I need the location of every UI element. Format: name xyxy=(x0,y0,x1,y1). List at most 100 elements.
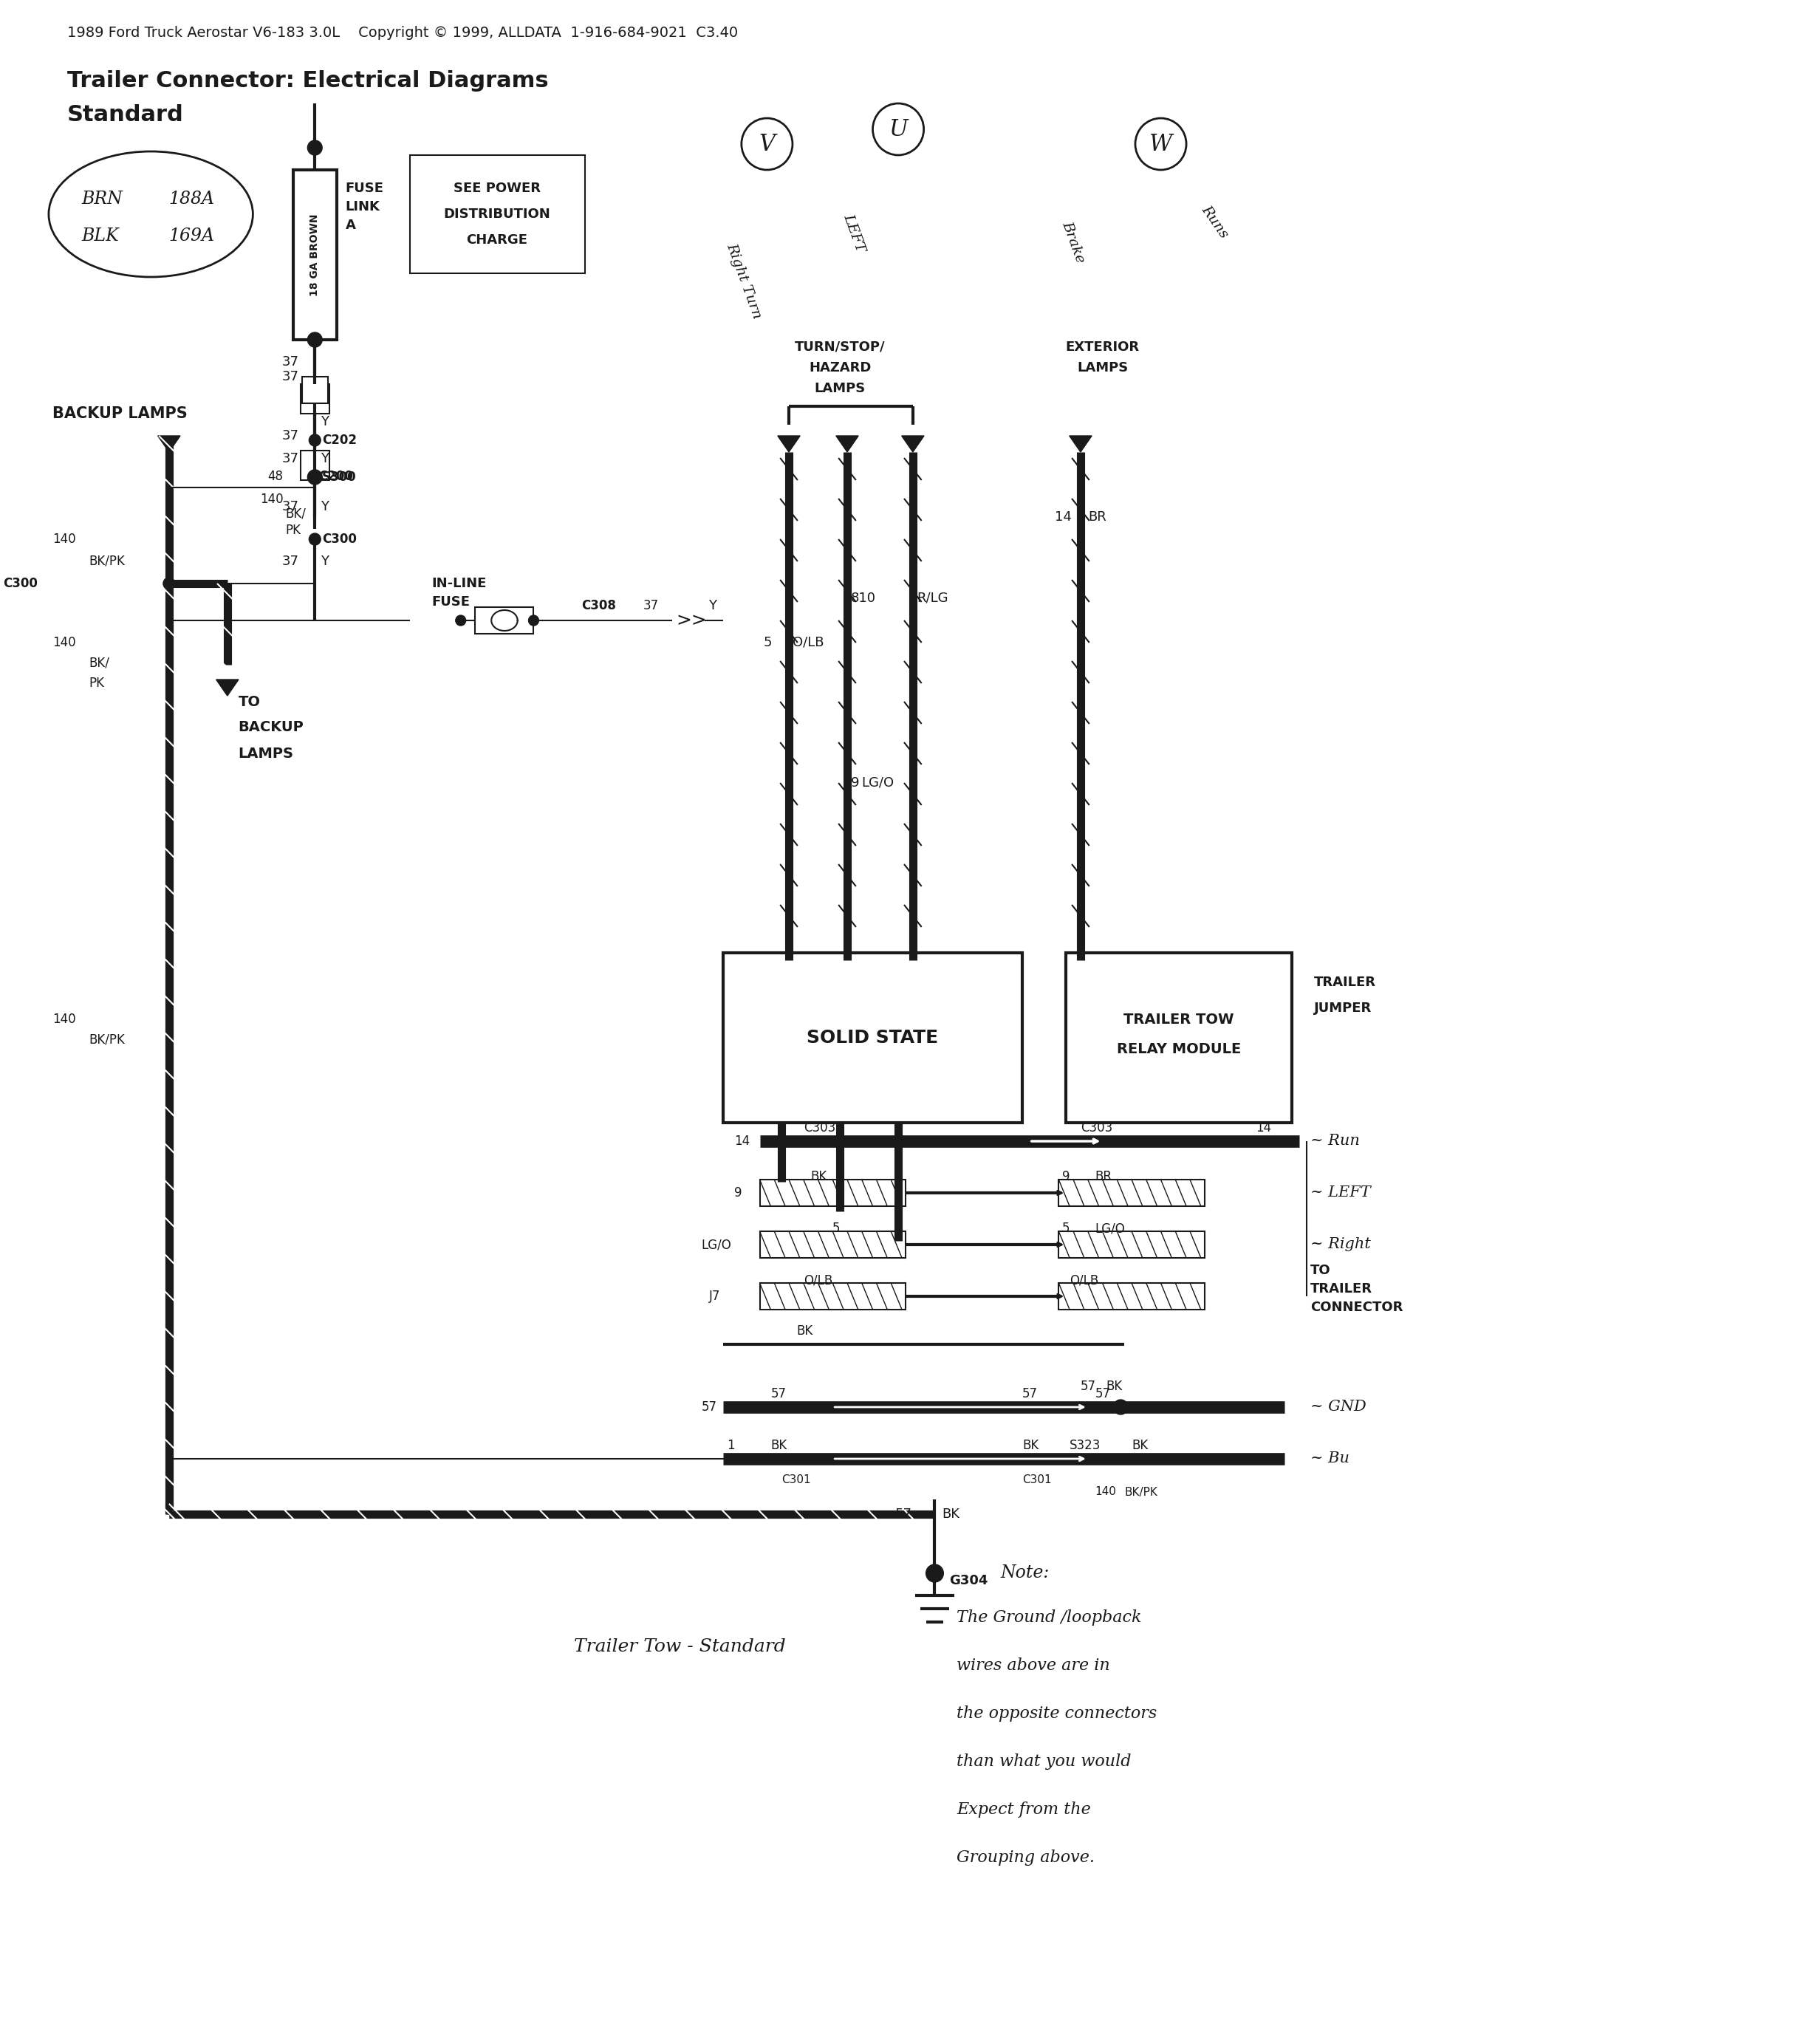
Text: 57: 57 xyxy=(1096,1388,1110,1400)
Text: Y: Y xyxy=(320,499,329,513)
Text: BK: BK xyxy=(770,1439,786,1453)
Text: O/LB: O/LB xyxy=(803,1274,832,1286)
Text: S323: S323 xyxy=(1070,1439,1101,1453)
Text: J7: J7 xyxy=(708,1290,721,1303)
Text: Note:: Note: xyxy=(1001,1564,1050,1583)
Text: 140: 140 xyxy=(53,635,76,649)
Text: C300: C300 xyxy=(4,576,38,590)
Text: 140: 140 xyxy=(53,1012,76,1027)
Text: PK: PK xyxy=(286,523,300,538)
Text: CONNECTOR: CONNECTOR xyxy=(1310,1301,1403,1315)
Text: BK: BK xyxy=(1132,1439,1148,1453)
Text: LG/O: LG/O xyxy=(863,777,894,789)
Text: 5: 5 xyxy=(1063,1221,1070,1236)
Text: EXTERIOR: EXTERIOR xyxy=(1065,341,1139,353)
Text: 57: 57 xyxy=(701,1400,717,1414)
Text: BK: BK xyxy=(795,1325,812,1337)
Text: 9: 9 xyxy=(1063,1171,1070,1183)
Text: CHARGE: CHARGE xyxy=(466,233,528,248)
Bar xyxy=(410,154,584,274)
Text: Y: Y xyxy=(708,599,717,613)
Text: DISTRIBUTION: DISTRIBUTION xyxy=(444,207,551,221)
Text: 14: 14 xyxy=(1256,1122,1270,1134)
Text: LG/O: LG/O xyxy=(701,1238,732,1252)
Text: Expect from the: Expect from the xyxy=(957,1802,1090,1818)
Text: 140: 140 xyxy=(1096,1487,1116,1497)
Text: A: A xyxy=(346,219,355,231)
Text: ~ GND: ~ GND xyxy=(1310,1400,1367,1414)
Circle shape xyxy=(309,434,320,446)
Bar xyxy=(759,1179,906,1205)
Text: R/LG: R/LG xyxy=(917,592,948,605)
Text: TO: TO xyxy=(238,694,260,708)
Text: Runs: Runs xyxy=(1199,203,1230,241)
Text: LEFT: LEFT xyxy=(841,211,866,254)
Circle shape xyxy=(308,140,322,154)
Bar xyxy=(1059,1282,1205,1309)
Text: SEE POWER: SEE POWER xyxy=(453,183,541,195)
Text: TURN/STOP/: TURN/STOP/ xyxy=(795,341,885,353)
Text: FUSE: FUSE xyxy=(346,183,384,195)
Text: 48: 48 xyxy=(268,471,282,483)
Text: BLK: BLK xyxy=(82,227,118,246)
Text: FUSE: FUSE xyxy=(431,594,470,609)
Text: Y: Y xyxy=(320,554,329,568)
Circle shape xyxy=(1114,1400,1128,1414)
Text: 37: 37 xyxy=(282,430,298,442)
Text: Grouping above.: Grouping above. xyxy=(957,1850,1094,1867)
Text: LINK: LINK xyxy=(346,201,380,213)
Circle shape xyxy=(308,333,322,347)
Bar xyxy=(759,1282,906,1309)
Bar xyxy=(293,170,337,339)
Text: ~ Bu: ~ Bu xyxy=(1310,1453,1349,1465)
Text: BK/: BK/ xyxy=(89,657,109,670)
Text: TRAILER: TRAILER xyxy=(1310,1282,1372,1297)
Text: 9: 9 xyxy=(733,1187,743,1199)
Text: C300: C300 xyxy=(322,532,357,546)
Text: LG/O: LG/O xyxy=(1096,1221,1125,1236)
Text: Y: Y xyxy=(320,452,329,465)
Text: 57: 57 xyxy=(1023,1388,1037,1400)
Text: Right Turn: Right Turn xyxy=(724,241,764,321)
Text: V: V xyxy=(759,132,775,156)
Text: 37: 37 xyxy=(282,452,298,465)
Text: 5: 5 xyxy=(763,635,772,649)
Text: BR: BR xyxy=(1088,511,1107,523)
Text: BR: BR xyxy=(1096,1171,1112,1183)
Text: BRN: BRN xyxy=(82,191,122,207)
Text: 9: 9 xyxy=(852,777,859,789)
Polygon shape xyxy=(777,436,801,452)
Polygon shape xyxy=(1070,436,1092,452)
Text: ~ Right: ~ Right xyxy=(1310,1238,1370,1252)
Text: O/LB: O/LB xyxy=(792,635,824,649)
Bar xyxy=(475,607,533,633)
Bar xyxy=(723,954,1023,1122)
Text: BK/PK: BK/PK xyxy=(89,554,126,568)
Text: 18 GA BROWN: 18 GA BROWN xyxy=(309,213,320,296)
Text: G304: G304 xyxy=(950,1575,988,1587)
Text: LAMPS: LAMPS xyxy=(238,747,293,761)
Circle shape xyxy=(308,471,322,485)
Bar xyxy=(300,450,329,481)
Text: 14: 14 xyxy=(733,1134,750,1148)
Text: JUMPER: JUMPER xyxy=(1314,1002,1372,1014)
Text: wires above are in: wires above are in xyxy=(957,1658,1110,1674)
Text: HAZARD: HAZARD xyxy=(808,361,872,375)
Text: 37: 37 xyxy=(282,499,298,513)
Polygon shape xyxy=(217,680,238,696)
Bar xyxy=(300,383,329,414)
Polygon shape xyxy=(158,436,180,452)
Text: C200: C200 xyxy=(318,471,353,483)
Text: Y: Y xyxy=(320,416,329,428)
Text: 140: 140 xyxy=(53,532,76,546)
Text: 57: 57 xyxy=(770,1388,786,1400)
Text: 810: 810 xyxy=(852,592,875,605)
Text: C202: C202 xyxy=(322,434,357,446)
Text: U: U xyxy=(888,118,908,140)
Text: 169A: 169A xyxy=(169,227,215,246)
Bar xyxy=(1059,1232,1205,1258)
Bar xyxy=(759,1232,906,1258)
Text: 1989 Ford Truck Aerostar V6-183 3.0L    Copyright © 1999, ALLDATA  1-916-684-902: 1989 Ford Truck Aerostar V6-183 3.0L Cop… xyxy=(67,26,737,41)
Text: C308: C308 xyxy=(581,599,615,613)
Circle shape xyxy=(455,615,466,625)
